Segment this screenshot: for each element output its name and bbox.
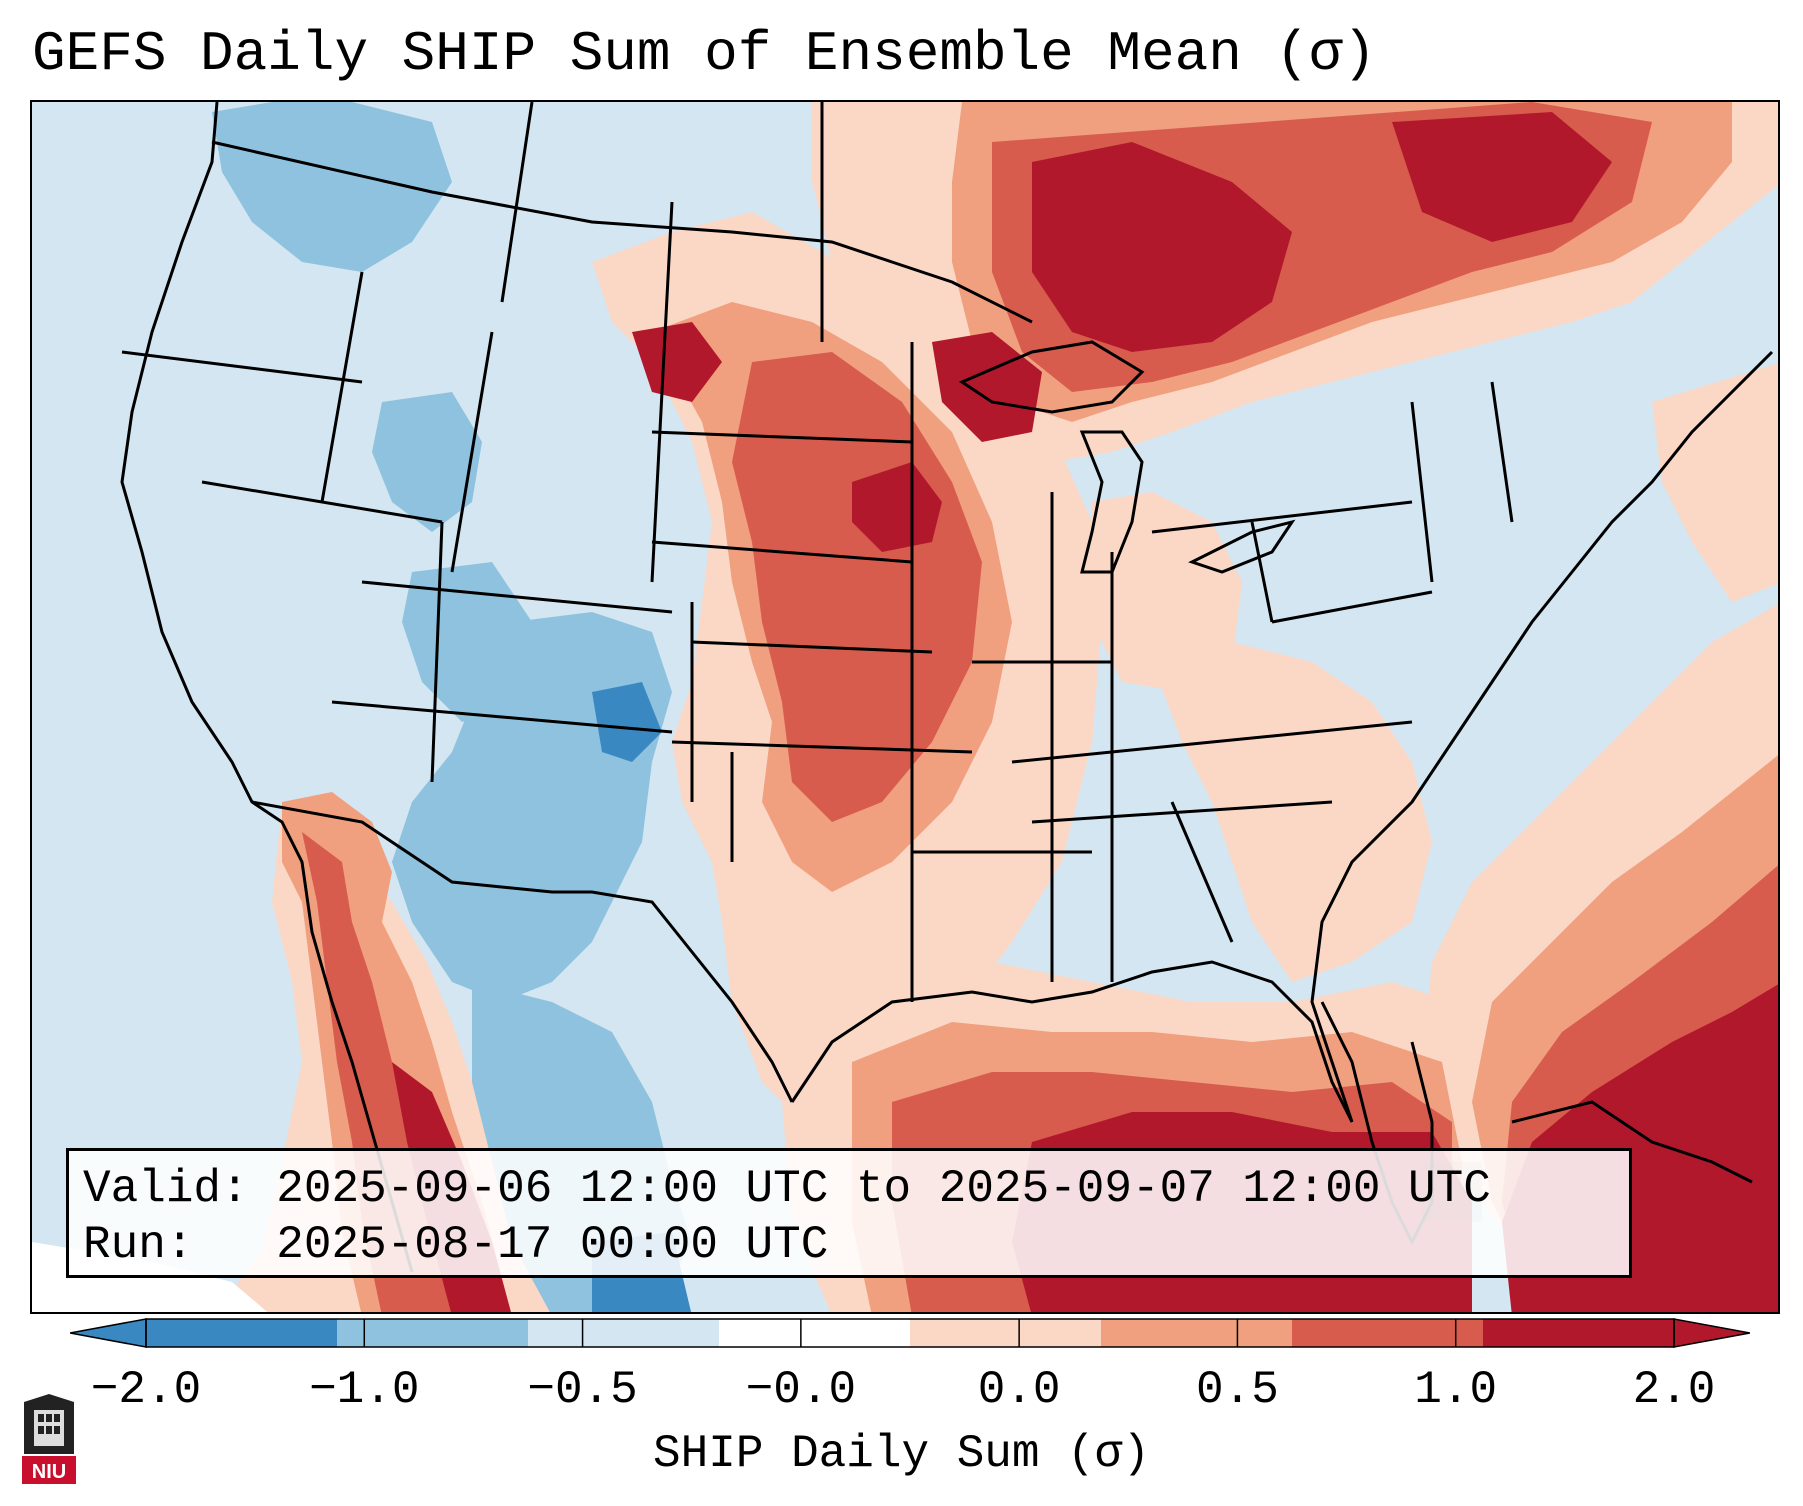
niu-logo: NIU: [22, 1394, 76, 1484]
colorbar-segment: [1483, 1319, 1675, 1347]
border-state-7: [331, 700, 673, 734]
border-state-23: [1031, 800, 1333, 824]
colorbar-tick-label: 0.0: [977, 1364, 1061, 1416]
map-panel: [30, 100, 1780, 1314]
border-state-2: [320, 271, 364, 503]
border-state-14: [671, 740, 973, 754]
border-state-29: [1490, 381, 1514, 523]
boundaries: [120, 102, 1774, 1273]
run-time: 2025-08-17 00:00 UTC: [276, 1219, 829, 1271]
field-montana-blue: [212, 102, 452, 272]
field-quebec-extreme: [1392, 112, 1612, 242]
colorbar-segment: [910, 1319, 1102, 1347]
colorbar-tick-label: 1.0: [1414, 1364, 1498, 1416]
colorbar-tick-label: −2.0: [90, 1364, 202, 1416]
colorbar-segment: [146, 1319, 338, 1347]
field-plains-strong: [732, 352, 982, 822]
colorbar-tick-label: −1.0: [309, 1364, 420, 1416]
border-state-13: [691, 640, 933, 654]
chart-title: GEFS Daily SHIP Sum of Ensemble Mean (σ): [32, 22, 1377, 86]
border-state-4: [361, 580, 673, 614]
map-canvas: [32, 102, 1778, 1312]
niu-logo-text: NIU: [32, 1461, 66, 1483]
border-state-8: [500, 102, 534, 303]
field-midwest-light: [1092, 492, 1242, 692]
field-northeast-light: [1652, 363, 1778, 602]
border-state-28: [1410, 401, 1434, 583]
border-state-24: [1170, 801, 1234, 943]
border-state-26: [1250, 521, 1274, 623]
border-state-10: [651, 430, 913, 444]
colorbar-segment: [1101, 1319, 1293, 1347]
colorbar-label: SHIP Daily Sum (σ): [653, 1428, 1150, 1480]
great-lakes-superior: [958, 340, 1145, 414]
valid-run-info-box: Valid: 2025-09-06 12:00 UTC to 2025-09-0…: [66, 1148, 1632, 1278]
colorbar-segment: [719, 1319, 911, 1347]
field-colorado-deep: [592, 682, 662, 762]
colorbar-tick-label: 2.0: [1632, 1364, 1716, 1416]
border-state-3: [201, 480, 443, 524]
colorbar: [70, 1318, 1750, 1348]
border-mexico: [251, 800, 794, 1103]
coastline-gulf: [790, 960, 1354, 1123]
colorbar-extend-low: [70, 1318, 147, 1348]
coastline-east: [1310, 350, 1774, 1123]
valid-label: Valid:: [83, 1163, 249, 1215]
border-state-9: [650, 201, 674, 583]
colorbar-segment: [337, 1319, 529, 1347]
border-canada: [211, 140, 1033, 324]
valid-time-range: 2025-09-06 12:00 UTC to 2025-09-07 12:00…: [276, 1163, 1491, 1215]
border-state-6: [450, 331, 494, 573]
border-state-25: [1151, 500, 1413, 534]
niu-logo-badge: [22, 1456, 76, 1484]
run-label: Run:: [83, 1219, 194, 1271]
border-state-1: [121, 350, 363, 384]
field-dakota-extreme: [632, 322, 722, 402]
border-state-27: [1271, 590, 1433, 624]
great-lakes-michigan: [1079, 430, 1144, 574]
border-state-22: [1011, 720, 1413, 764]
colorbar-tick-label: −0.5: [527, 1364, 638, 1416]
border-state-5: [430, 521, 444, 783]
colorbar-segment: [1292, 1319, 1484, 1347]
colorbar-segment: [528, 1319, 720, 1347]
cuba-outline: [1511, 1100, 1753, 1184]
field-nebraska-extreme: [852, 462, 942, 552]
coastline-west: [120, 102, 414, 1273]
great-lakes-erie: [1188, 519, 1296, 574]
field-canada-extreme: [1032, 142, 1292, 352]
field-northwest-blue: [372, 392, 482, 532]
colorbar-tick-label: 0.5: [1196, 1364, 1279, 1416]
colorbar-tick-label: −0.0: [745, 1364, 857, 1416]
colorbar-extend-high: [1673, 1318, 1750, 1348]
border-state-11: [651, 540, 913, 564]
